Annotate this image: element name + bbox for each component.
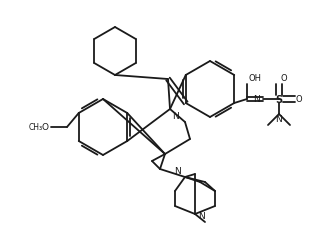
Text: O: O <box>296 95 303 104</box>
Text: N: N <box>198 212 205 220</box>
Text: O: O <box>281 74 288 83</box>
Text: O: O <box>42 123 49 132</box>
Text: N: N <box>276 114 282 124</box>
Text: N: N <box>174 166 181 175</box>
Text: N: N <box>253 95 260 104</box>
Text: OH: OH <box>249 74 262 83</box>
Text: CH₃: CH₃ <box>29 123 43 132</box>
Text: S: S <box>275 94 283 104</box>
Text: N: N <box>172 112 179 120</box>
